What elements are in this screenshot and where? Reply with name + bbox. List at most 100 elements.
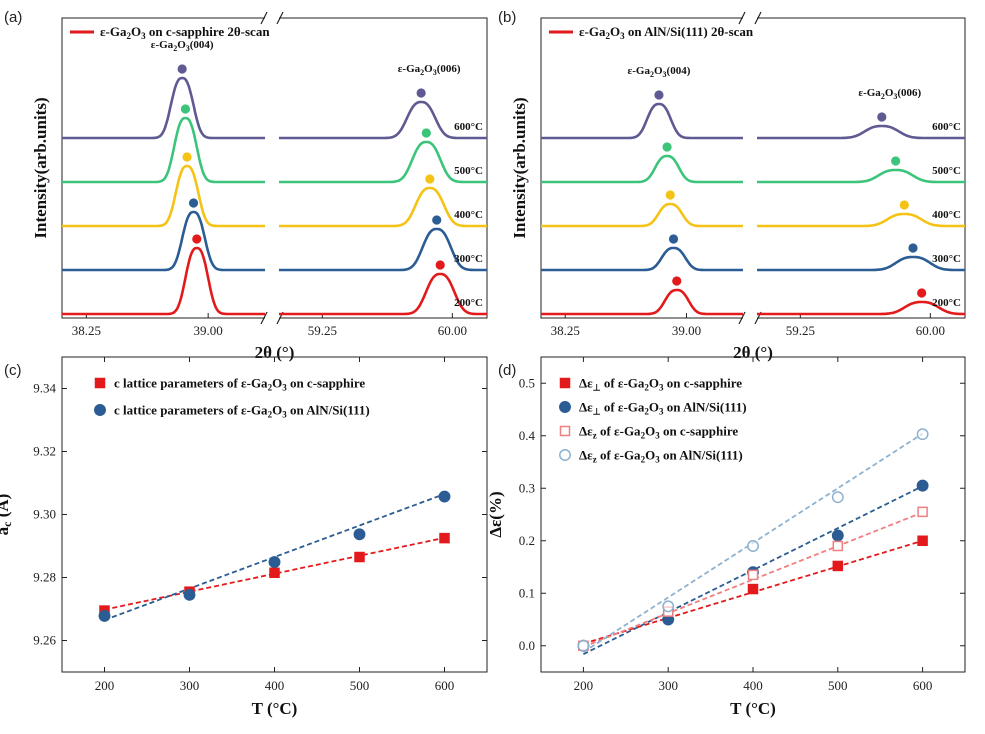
curve-300°C-1	[279, 227, 487, 272]
fit-line-2	[583, 511, 923, 648]
peak-label: ε-Ga2​O3​(006)	[398, 63, 461, 77]
curve-500°C-1	[279, 140, 487, 184]
data-point-s2-3	[832, 540, 844, 552]
curve-300°C-0	[62, 210, 265, 272]
peak-marker-300°C-1	[432, 215, 442, 225]
data-point-s3-0	[577, 639, 590, 652]
legend-label: Δεz​ of ε-Ga2​O3​ on c-sapphire	[579, 424, 738, 441]
y-axis-title: Intensity(arb.units)	[31, 97, 50, 238]
peak-marker-600°C-1	[877, 112, 887, 122]
legend-marker	[94, 377, 106, 389]
y-tick-label: 0.4	[519, 428, 536, 443]
legend-marker	[94, 404, 106, 416]
panel-label-a: (a)	[4, 9, 22, 26]
y-axis-title: ac​ (Å)	[0, 494, 14, 536]
y-tick-label: 0.5	[519, 375, 535, 390]
panel-label-b: (b)	[498, 9, 516, 26]
data-point-s1-0	[98, 609, 111, 622]
y-tick-label: 0.2	[519, 533, 535, 548]
x-tick-label: 500	[828, 678, 848, 693]
data-point-s1-1	[183, 588, 196, 601]
curve-500°C-1	[757, 168, 965, 184]
y-tick-label: 9.32	[33, 444, 56, 459]
panel-label-d: (d)	[498, 362, 516, 379]
legend-label: Δε⊥​ of ε-Ga2​O3​ on c-sapphire	[579, 376, 742, 393]
data-point-s3-2	[747, 540, 759, 552]
legend-label: c lattice parameters of ε-Ga2​O3​ on AlN…	[114, 403, 370, 420]
data-point-s1-3	[353, 528, 366, 541]
peak-marker-600°C-0	[654, 90, 664, 100]
peak-label: ε-Ga2​O3​(004)	[628, 65, 691, 79]
axis-break-mark	[754, 11, 762, 25]
y-tick-label: 9.28	[33, 570, 56, 585]
y-tick-label: 9.30	[33, 507, 56, 522]
axis-break-mark	[260, 311, 268, 325]
x-tick-label: 60.00	[916, 323, 945, 338]
axis-break-mark	[738, 311, 746, 325]
temperature-label: 500°C	[454, 165, 483, 177]
x-tick-label: 500	[350, 678, 370, 693]
y-tick-label: 0.1	[519, 585, 535, 600]
peak-label: ε-Ga2​O3​(004)	[151, 39, 214, 53]
axis-break-mark	[276, 11, 284, 25]
data-point-s0-4	[917, 535, 928, 546]
axis-break-top	[265, 16, 279, 20]
curve-600°C-0	[541, 102, 743, 140]
curve-200°C-1	[757, 300, 965, 316]
legend-label: c lattice parameters of ε-Ga2​O3​ on c-s…	[114, 376, 365, 393]
x-tick-label: 300	[180, 678, 200, 693]
data-point-s1-3	[831, 529, 844, 542]
y-axis-title: Δε(%)	[486, 491, 505, 537]
x-tick-label: 39.00	[194, 323, 223, 338]
y-tick-label: 9.26	[33, 633, 56, 648]
x-tick-label: 59.25	[308, 323, 337, 338]
peak-marker-500°C-1	[421, 128, 431, 138]
peak-marker-400°C-1	[425, 174, 435, 184]
data-point-s2-4	[917, 506, 928, 518]
curve-600°C-0	[62, 76, 265, 140]
axis-break-mark	[260, 11, 268, 25]
peak-marker-200°C-0	[672, 276, 682, 286]
data-point-s1-4	[438, 490, 451, 503]
legend-marker	[559, 449, 571, 461]
curve-200°C-0	[541, 288, 743, 316]
temperature-label: 400°C	[454, 209, 483, 221]
data-point-s0-4	[439, 532, 450, 544]
data-point-s3-1	[662, 600, 675, 613]
x-tick-label: 400	[743, 678, 763, 693]
curve-500°C-0	[62, 116, 265, 184]
x-tick-label: 600	[435, 678, 455, 693]
peak-marker-400°C-0	[665, 190, 675, 200]
fit-line-1	[104, 493, 445, 621]
curve-400°C-0	[62, 164, 265, 228]
legend-label: ε-Ga2​O3​ on c-sapphire 2θ-scan	[100, 24, 270, 41]
plot-frame	[540, 17, 966, 319]
panel-c-lattice-parameter: 200 300 400 500 600 9.26 9.28 9.30 9.32 9.34 T (°C…	[0, 356, 488, 718]
peak-marker-200°C-1	[435, 260, 445, 270]
legend-label: ε-Ga2​O3​ on AlN/Si(111) 2θ-scan	[579, 24, 754, 41]
temperature-label: 400°C	[932, 209, 961, 221]
panel-label-c: (c)	[4, 362, 22, 379]
curve-200°C-1	[279, 272, 487, 316]
curve-400°C-1	[757, 212, 965, 228]
data-point-s3-3	[831, 491, 844, 504]
temperature-label: 600°C	[932, 121, 961, 133]
legend-marker	[559, 401, 571, 413]
curve-300°C-1	[757, 255, 965, 272]
temperature-label: 600°C	[454, 121, 483, 133]
peak-marker-600°C-1	[416, 88, 426, 98]
legend-marker	[559, 425, 571, 437]
curve-300°C-0	[541, 246, 743, 272]
peak-marker-500°C-1	[891, 156, 901, 166]
y-axis-title: Intensity(arb.units)	[510, 97, 529, 238]
peak-marker-300°C-0	[668, 234, 679, 244]
curve-500°C-0	[541, 154, 743, 184]
peak-marker-500°C-0	[662, 142, 672, 152]
data-point-s3-4	[916, 428, 929, 441]
data-point-s0-3	[354, 551, 365, 563]
peak-label: ε-Ga2​O3​(006)	[858, 87, 921, 101]
curve-200°C-0	[62, 246, 265, 316]
temperature-label: 300°C	[932, 253, 961, 265]
